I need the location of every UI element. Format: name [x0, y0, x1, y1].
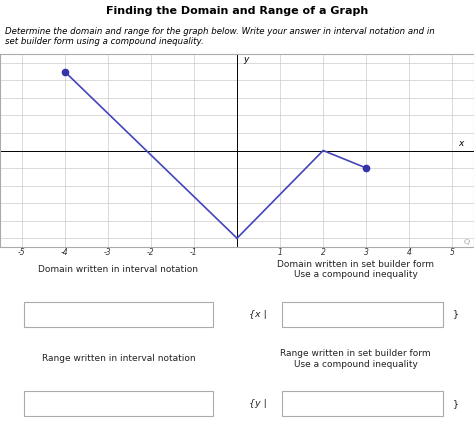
FancyBboxPatch shape: [282, 391, 443, 416]
Text: Q: Q: [464, 237, 470, 245]
Text: {x |: {x |: [249, 310, 267, 319]
Text: {y |: {y |: [249, 399, 267, 408]
Text: Domain written in interval notation: Domain written in interval notation: [38, 265, 199, 274]
Text: }: }: [453, 310, 459, 319]
Text: Range written in interval notation: Range written in interval notation: [42, 354, 195, 363]
Text: Finding the Domain and Range of a Graph: Finding the Domain and Range of a Graph: [106, 6, 368, 16]
FancyBboxPatch shape: [24, 391, 213, 416]
Text: Determine the domain and range for the graph below. Write your answer in interva: Determine the domain and range for the g…: [5, 27, 435, 46]
Text: Range written in set builder form
Use a compound inequality: Range written in set builder form Use a …: [280, 349, 431, 368]
FancyBboxPatch shape: [24, 302, 213, 327]
Text: y: y: [244, 55, 249, 64]
Text: }: }: [453, 399, 459, 408]
Text: Domain written in set builder form
Use a compound inequality: Domain written in set builder form Use a…: [277, 260, 434, 279]
FancyBboxPatch shape: [282, 302, 443, 327]
Text: x: x: [458, 139, 464, 148]
